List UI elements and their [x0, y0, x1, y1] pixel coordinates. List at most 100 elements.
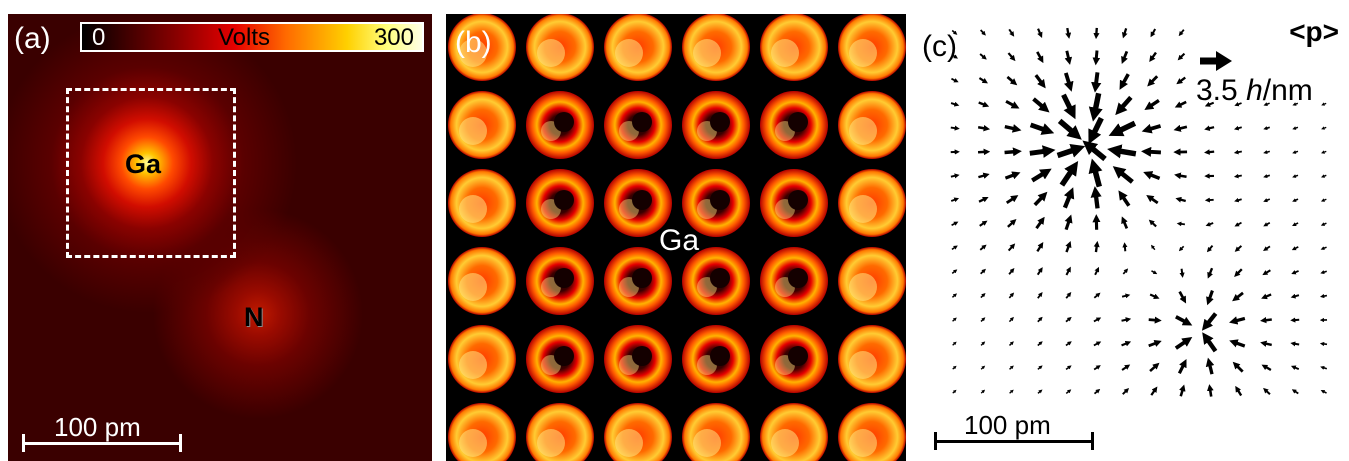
momentum-arrow	[980, 365, 986, 370]
momentum-arrow	[1175, 196, 1187, 203]
vector-field	[950, 27, 1328, 397]
disc-dark-center	[788, 346, 808, 366]
momentum-arrow	[1035, 216, 1045, 230]
disc-dark-center	[632, 268, 652, 288]
momentum-arrow	[1234, 197, 1242, 203]
momentum-arrow	[1232, 291, 1244, 302]
momentum-arrow	[980, 317, 986, 322]
momentum-arrow	[1320, 222, 1327, 226]
momentum-arrow	[1144, 99, 1160, 111]
momentum-arrow	[1122, 388, 1130, 395]
momentum-arrow	[1005, 99, 1020, 109]
momentum-arrow	[1032, 97, 1050, 113]
selection-box	[66, 88, 236, 258]
scale-bar-label: 100 pm	[964, 410, 1051, 440]
momentum-arrow	[1037, 365, 1043, 370]
colorbar: 0 Volts 300	[80, 22, 424, 52]
scale-bar	[22, 434, 182, 452]
momentum-arrow	[1009, 365, 1014, 370]
momentum-arrow	[1034, 74, 1046, 89]
momentum-arrow	[1176, 76, 1186, 85]
disc-dark-center	[632, 112, 652, 132]
momentum-arrow	[1118, 190, 1131, 207]
disc-highlight	[771, 39, 799, 67]
momentum-arrow	[1149, 51, 1157, 62]
momentum-arrow	[1121, 216, 1129, 229]
momentum-arrow	[1119, 73, 1130, 90]
momentum-arrow	[1037, 341, 1043, 347]
disc-dark-center	[554, 190, 574, 210]
momentum-arrow	[1234, 221, 1242, 227]
momentum-arrow	[1004, 171, 1021, 180]
momentum-arrow	[1321, 102, 1327, 106]
momentum-arrow	[1233, 125, 1242, 131]
momentum-arrow	[1121, 317, 1132, 323]
momentum-arrow	[950, 197, 960, 203]
momentum-symbol: <p>	[1289, 16, 1339, 48]
disc-dark-center	[632, 346, 652, 366]
momentum-arrow	[1292, 102, 1299, 106]
momentum-arrow	[1263, 174, 1271, 179]
disc-highlight	[849, 117, 877, 145]
momentum-arrow	[1121, 293, 1131, 299]
momentum-arrow	[1088, 158, 1103, 188]
momentum-arrow	[950, 125, 960, 131]
momentum-arrow	[950, 173, 960, 179]
ga-atom-label: Ga	[125, 149, 162, 179]
momentum-arrow	[1261, 364, 1272, 371]
momentum-arrow	[1065, 27, 1072, 39]
disc-highlight	[615, 429, 643, 457]
momentum-arrow	[1094, 266, 1100, 276]
momentum-arrow	[1008, 267, 1015, 275]
momentum-arrow	[1121, 50, 1129, 64]
momentum-arrow	[952, 365, 957, 370]
momentum-arrow	[1204, 125, 1215, 131]
momentum-arrow	[1121, 28, 1128, 39]
momentum-arrow	[1065, 240, 1072, 253]
momentum-arrow	[1179, 268, 1185, 278]
momentum-arrow	[952, 317, 957, 322]
disc-highlight	[537, 39, 565, 67]
momentum-arrow	[1009, 389, 1014, 394]
disc-highlight	[459, 39, 487, 67]
disc-dark-center	[632, 190, 652, 210]
disc-dark-center	[554, 346, 574, 366]
momentum-arrow	[1036, 51, 1044, 64]
momentum-arrow	[1263, 221, 1271, 227]
momentum-arrow	[1178, 245, 1185, 252]
momentum-arrow	[1141, 123, 1162, 134]
momentum-arrow	[1122, 268, 1129, 275]
momentum-arrow	[1147, 75, 1159, 87]
disc-dark-center	[788, 112, 808, 132]
momentum-arrow	[1174, 100, 1187, 108]
momentum-arrow	[1320, 198, 1327, 202]
momentum-arrow	[1008, 341, 1014, 346]
momentum-field-panel: (c) <p> 3.5 h/nm 100 pm	[916, 14, 1349, 461]
momentum-arrow	[979, 220, 988, 227]
momentum-arrow	[1150, 244, 1156, 251]
momentum-arrow	[1173, 124, 1188, 132]
momentum-arrow	[1291, 270, 1299, 275]
momentum-arrow	[1143, 171, 1161, 181]
disc-highlight	[693, 39, 721, 67]
momentum-arrow	[1090, 186, 1102, 209]
momentum-arrow	[1149, 293, 1160, 299]
momentum-arrow	[1263, 198, 1271, 203]
momentum-arrow	[1146, 194, 1159, 205]
momentum-arrow	[978, 77, 988, 84]
disc-highlight	[771, 429, 799, 457]
momentum-arrow	[1149, 362, 1160, 373]
momentum-arrow	[1064, 50, 1073, 65]
momentum-arrow	[1091, 72, 1102, 93]
momentum-arrow	[979, 244, 987, 251]
momentum-arrow	[1321, 150, 1327, 154]
momentum-arrow	[1148, 316, 1162, 324]
disc-highlight	[459, 195, 487, 223]
momentum-arrow	[1093, 365, 1101, 371]
momentum-arrow	[952, 341, 957, 346]
momentum-arrow	[951, 29, 958, 35]
momentum-arrow	[1037, 389, 1043, 394]
momentum-arrow	[978, 101, 990, 108]
momentum-arrow	[1177, 52, 1186, 61]
momentum-arrow	[951, 293, 958, 298]
